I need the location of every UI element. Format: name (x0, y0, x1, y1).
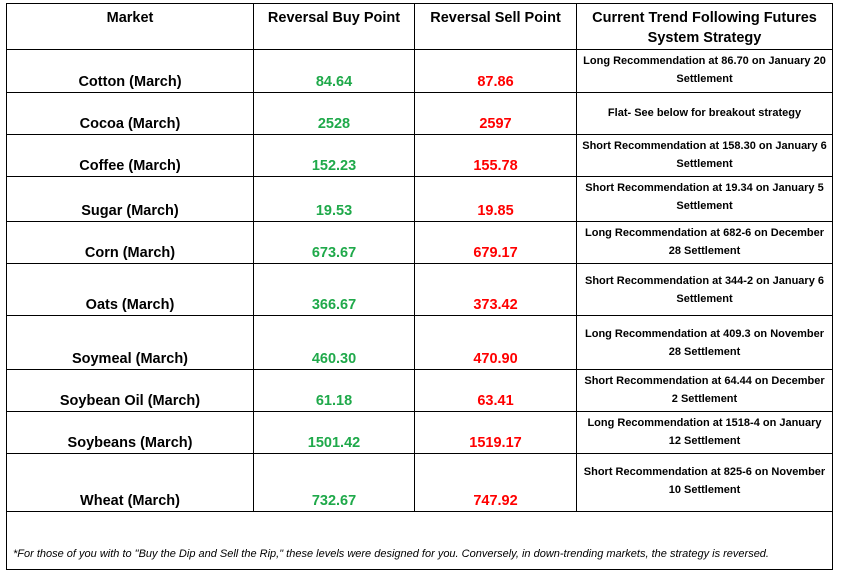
table-row: Coffee (March) 152.23 155.78 Short Recom… (6, 134, 833, 177)
footnote-row: *For those of you with to "Buy the Dip a… (6, 511, 833, 570)
reversal-points-table: Market Reversal Buy Point Reversal Sell … (6, 3, 833, 570)
sell-point-cell: 373.42 (414, 263, 577, 316)
market-cell: Corn (March) (6, 221, 254, 264)
table-row: Soybeans (March) 1501.42 1519.17 Long Re… (6, 411, 833, 454)
table-row: Cotton (March) 84.64 87.86 Long Recommen… (6, 49, 833, 93)
sell-point-cell: 1519.17 (414, 411, 577, 454)
market-cell: Soybean Oil (March) (6, 369, 254, 412)
table-row: Soymeal (March) 460.30 470.90 Long Recom… (6, 315, 833, 370)
buy-point-cell: 366.67 (253, 263, 415, 316)
sell-point-cell: 63.41 (414, 369, 577, 412)
sell-point-cell: 747.92 (414, 453, 577, 512)
header-market: Market (6, 3, 254, 50)
market-cell: Cocoa (March) (6, 92, 254, 135)
buy-point-cell: 2528 (253, 92, 415, 135)
table-row: Corn (March) 673.67 679.17 Long Recommen… (6, 221, 833, 264)
market-cell: Soymeal (March) (6, 315, 254, 370)
buy-point-cell: 1501.42 (253, 411, 415, 454)
buy-point-cell: 673.67 (253, 221, 415, 264)
strategy-cell: Long Recommendation at 1518-4 on January… (576, 411, 833, 454)
sell-point-cell: 19.85 (414, 176, 577, 222)
strategy-cell: Short Recommendation at 158.30 on Januar… (576, 134, 833, 177)
buy-point-cell: 460.30 (253, 315, 415, 370)
strategy-cell: Flat- See below for breakout strategy (576, 92, 833, 135)
table-row: Wheat (March) 732.67 747.92 Short Recomm… (6, 453, 833, 512)
strategy-cell: Short Recommendation at 19.34 on January… (576, 176, 833, 222)
footnote: *For those of you with to "Buy the Dip a… (6, 511, 833, 570)
buy-point-cell: 19.53 (253, 176, 415, 222)
table-row: Sugar (March) 19.53 19.85 Short Recommen… (6, 176, 833, 222)
sell-point-cell: 87.86 (414, 49, 577, 93)
header-strategy: Current Trend Following Futures System S… (576, 3, 833, 50)
sell-point-cell: 679.17 (414, 221, 577, 264)
sell-point-cell: 155.78 (414, 134, 577, 177)
strategy-cell: Short Recommendation at 64.44 on Decembe… (576, 369, 833, 412)
sell-point-cell: 2597 (414, 92, 577, 135)
buy-point-cell: 732.67 (253, 453, 415, 512)
buy-point-cell: 152.23 (253, 134, 415, 177)
market-cell: Wheat (March) (6, 453, 254, 512)
market-cell: Sugar (March) (6, 176, 254, 222)
market-cell: Oats (March) (6, 263, 254, 316)
header-reversal-sell: Reversal Sell Point (414, 3, 577, 50)
table-row: Soybean Oil (March) 61.18 63.41 Short Re… (6, 369, 833, 412)
strategy-cell: Long Recommendation at 682-6 on December… (576, 221, 833, 264)
strategy-cell: Long Recommendation at 86.70 on January … (576, 49, 833, 93)
header-reversal-buy: Reversal Buy Point (253, 3, 415, 50)
table-header-row: Market Reversal Buy Point Reversal Sell … (6, 3, 833, 50)
buy-point-cell: 84.64 (253, 49, 415, 93)
sell-point-cell: 470.90 (414, 315, 577, 370)
strategy-cell: Short Recommendation at 344-2 on January… (576, 263, 833, 316)
market-cell: Coffee (March) (6, 134, 254, 177)
table-row: Cocoa (March) 2528 2597 Flat- See below … (6, 92, 833, 135)
strategy-cell: Long Recommendation at 409.3 on November… (576, 315, 833, 370)
buy-point-cell: 61.18 (253, 369, 415, 412)
market-cell: Cotton (March) (6, 49, 254, 93)
strategy-cell: Short Recommendation at 825-6 on Novembe… (576, 453, 833, 512)
market-cell: Soybeans (March) (6, 411, 254, 454)
table-row: Oats (March) 366.67 373.42 Short Recomme… (6, 263, 833, 316)
